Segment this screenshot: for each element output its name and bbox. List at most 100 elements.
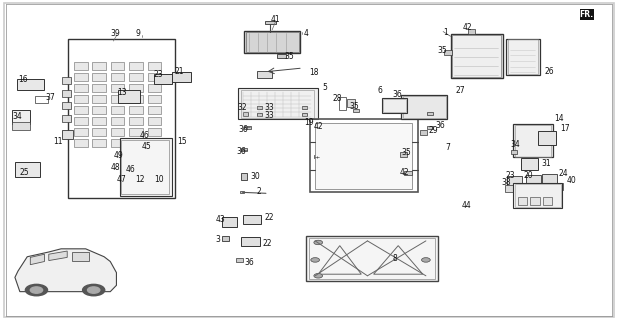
Bar (538, 132, 556, 145)
Bar (514, 183, 562, 208)
Bar (518, 197, 527, 205)
Text: 32: 32 (237, 103, 247, 112)
Bar (241, 148, 247, 151)
Bar (506, 38, 540, 75)
Text: 2: 2 (256, 187, 261, 196)
Text: 44: 44 (462, 202, 472, 211)
Bar (403, 96, 446, 118)
Bar (148, 140, 161, 147)
Bar (515, 125, 551, 156)
Bar (244, 31, 300, 53)
Bar (505, 185, 515, 192)
Bar (237, 258, 242, 261)
Bar (148, 95, 161, 103)
Bar (74, 62, 88, 69)
Text: 37: 37 (46, 93, 56, 102)
Bar (148, 106, 161, 114)
Bar (427, 112, 433, 115)
Text: 6: 6 (378, 86, 383, 95)
Text: 43: 43 (216, 215, 225, 224)
Bar (240, 191, 243, 193)
Bar (111, 73, 124, 81)
Bar (129, 128, 143, 136)
Bar (12, 122, 30, 130)
Bar (111, 128, 124, 136)
Bar (154, 74, 172, 84)
Bar (62, 102, 71, 109)
Text: 36: 36 (239, 125, 248, 134)
Bar (62, 130, 73, 140)
Bar (277, 54, 286, 59)
Text: 46: 46 (125, 165, 135, 174)
Text: 30: 30 (250, 172, 260, 181)
Bar (129, 106, 143, 114)
Text: 39: 39 (111, 29, 121, 38)
Text: 41: 41 (270, 15, 280, 24)
Text: 9: 9 (135, 29, 140, 38)
Bar (118, 90, 140, 103)
Bar (420, 130, 427, 135)
Bar (129, 73, 143, 81)
Text: 10: 10 (154, 175, 164, 184)
Bar (222, 217, 237, 227)
Bar (93, 106, 106, 114)
Bar (17, 79, 44, 90)
Text: 40: 40 (566, 176, 576, 185)
Text: 42: 42 (463, 23, 472, 32)
Bar (62, 77, 71, 84)
Polygon shape (15, 249, 116, 292)
Bar (93, 140, 106, 147)
Bar (93, 84, 106, 92)
Text: 28: 28 (332, 94, 342, 103)
Bar (310, 119, 418, 192)
Bar (129, 62, 143, 69)
Text: 36: 36 (392, 91, 402, 100)
Bar (451, 34, 503, 78)
Bar (111, 117, 124, 125)
Text: 38: 38 (501, 178, 510, 187)
Bar (244, 126, 250, 129)
Bar (302, 113, 307, 116)
Text: 16: 16 (19, 75, 28, 84)
Bar (541, 174, 557, 184)
Text: 17: 17 (560, 124, 570, 133)
Bar (468, 29, 475, 34)
Circle shape (421, 258, 430, 262)
Text: 23: 23 (506, 172, 515, 180)
Bar (256, 113, 261, 116)
Bar (243, 112, 248, 116)
Text: 20: 20 (523, 172, 533, 180)
Text: 31: 31 (541, 159, 551, 168)
Bar (62, 90, 71, 97)
Bar (353, 108, 360, 112)
Polygon shape (49, 251, 67, 260)
Bar (511, 149, 517, 154)
Text: 23: 23 (154, 70, 164, 79)
Bar (148, 128, 161, 136)
Bar (543, 197, 552, 205)
Bar (111, 140, 124, 147)
Bar (93, 73, 106, 81)
Text: 18: 18 (309, 68, 318, 77)
Text: 34: 34 (12, 112, 22, 121)
Bar (514, 124, 553, 157)
Bar (525, 175, 541, 185)
Bar (93, 62, 106, 69)
Text: 35: 35 (349, 102, 358, 111)
Text: 1: 1 (443, 28, 448, 37)
Bar (111, 84, 124, 92)
Text: 19: 19 (304, 118, 314, 127)
Bar (129, 140, 143, 147)
Bar (74, 95, 88, 103)
Text: 33: 33 (265, 111, 274, 120)
Text: 11: 11 (54, 137, 63, 146)
Bar (246, 32, 298, 52)
Bar (507, 176, 522, 186)
Bar (508, 39, 538, 74)
Text: 27: 27 (455, 86, 465, 95)
Bar (119, 139, 172, 196)
Polygon shape (30, 254, 44, 265)
Bar (552, 183, 563, 190)
Text: 35: 35 (284, 52, 294, 61)
Bar (241, 90, 314, 118)
